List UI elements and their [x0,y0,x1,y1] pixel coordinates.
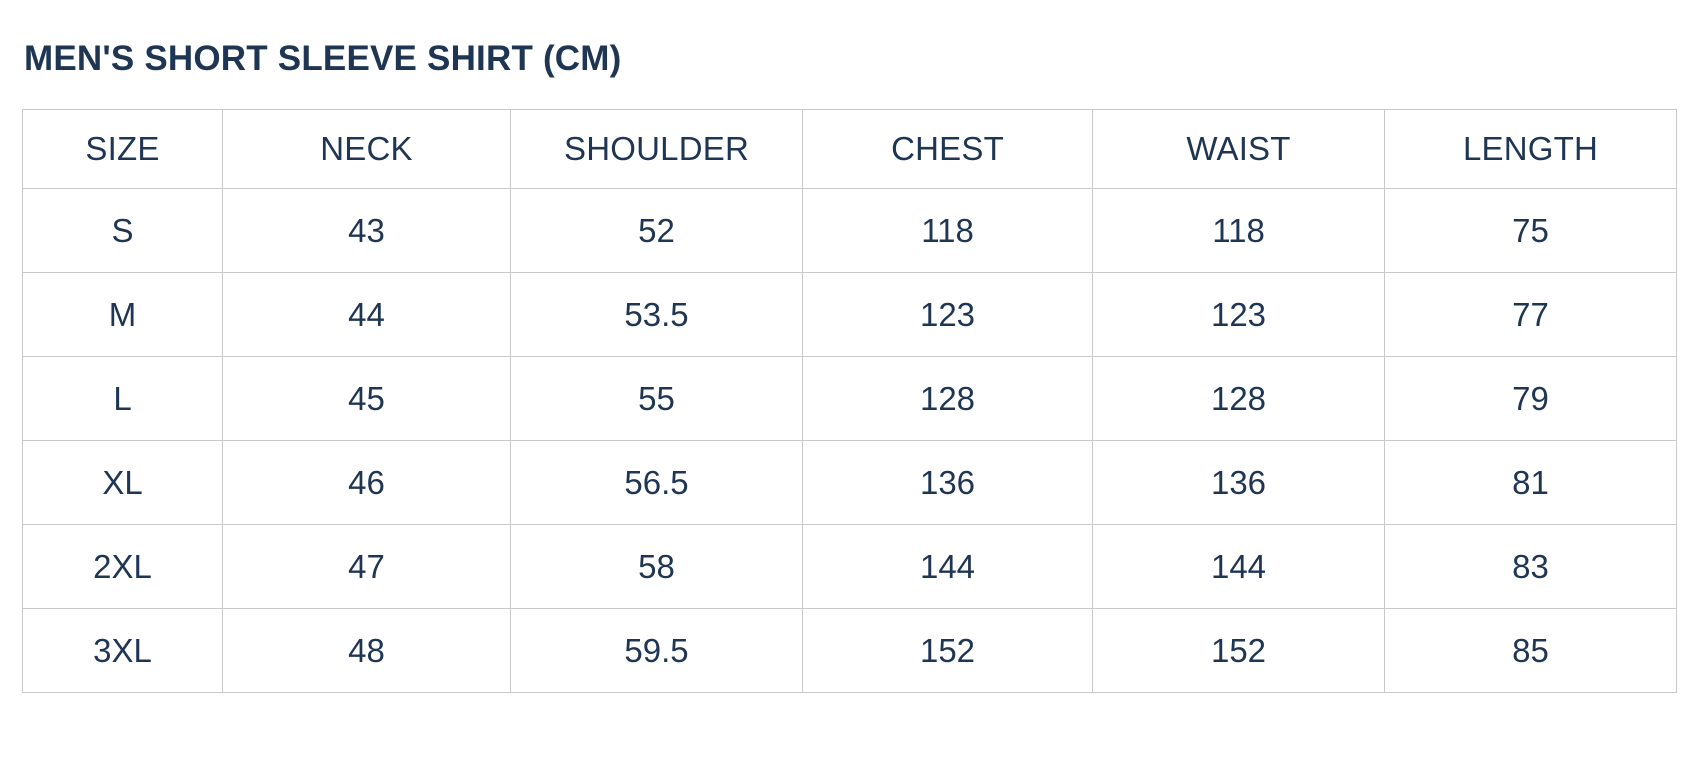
column-header-waist: WAIST [1092,109,1385,189]
cell-neck: 44 [222,272,511,357]
size-chart-table: SIZE NECK SHOULDER CHEST WAIST LENGTH S … [22,109,1677,693]
cell-length: 75 [1384,188,1677,273]
cell-length: 81 [1384,440,1677,525]
cell-length: 83 [1384,524,1677,609]
cell-chest: 118 [802,188,1093,273]
cell-shoulder: 52 [510,188,803,273]
table-row: M 44 53.5 123 123 77 [22,272,1677,357]
cell-chest: 144 [802,524,1093,609]
cell-size: M [22,272,223,357]
cell-shoulder: 55 [510,356,803,441]
cell-waist: 152 [1092,608,1385,693]
cell-size: 3XL [22,608,223,693]
cell-shoulder: 56.5 [510,440,803,525]
cell-length: 77 [1384,272,1677,357]
table-row: 3XL 48 59.5 152 152 85 [22,608,1677,693]
column-header-shoulder: SHOULDER [510,109,803,189]
table-row: 2XL 47 58 144 144 83 [22,524,1677,609]
table-body: S 43 52 118 118 75 M 44 53.5 123 123 77 … [22,188,1677,693]
cell-neck: 43 [222,188,511,273]
table-row: L 45 55 128 128 79 [22,356,1677,441]
cell-shoulder: 59.5 [510,608,803,693]
cell-size: 2XL [22,524,223,609]
cell-waist: 123 [1092,272,1385,357]
table-row: XL 46 56.5 136 136 81 [22,440,1677,525]
cell-size: L [22,356,223,441]
cell-chest: 123 [802,272,1093,357]
column-header-chest: CHEST [802,109,1093,189]
cell-chest: 136 [802,440,1093,525]
table-header-row: SIZE NECK SHOULDER CHEST WAIST LENGTH [22,109,1677,189]
size-chart-table-container: SIZE NECK SHOULDER CHEST WAIST LENGTH S … [22,109,1677,693]
cell-chest: 152 [802,608,1093,693]
column-header-size: SIZE [22,109,223,189]
cell-neck: 46 [222,440,511,525]
cell-length: 85 [1384,608,1677,693]
cell-waist: 144 [1092,524,1385,609]
cell-neck: 45 [222,356,511,441]
cell-waist: 128 [1092,356,1385,441]
cell-chest: 128 [802,356,1093,441]
cell-length: 79 [1384,356,1677,441]
cell-size: XL [22,440,223,525]
cell-shoulder: 58 [510,524,803,609]
column-header-length: LENGTH [1384,109,1677,189]
column-header-neck: NECK [222,109,511,189]
cell-size: S [22,188,223,273]
page-title: MEN'S SHORT SLEEVE SHIRT (CM) [24,39,622,78]
table-header: SIZE NECK SHOULDER CHEST WAIST LENGTH [22,109,1677,189]
cell-neck: 48 [222,608,511,693]
cell-neck: 47 [222,524,511,609]
cell-waist: 118 [1092,188,1385,273]
table-row: S 43 52 118 118 75 [22,188,1677,273]
cell-waist: 136 [1092,440,1385,525]
cell-shoulder: 53.5 [510,272,803,357]
